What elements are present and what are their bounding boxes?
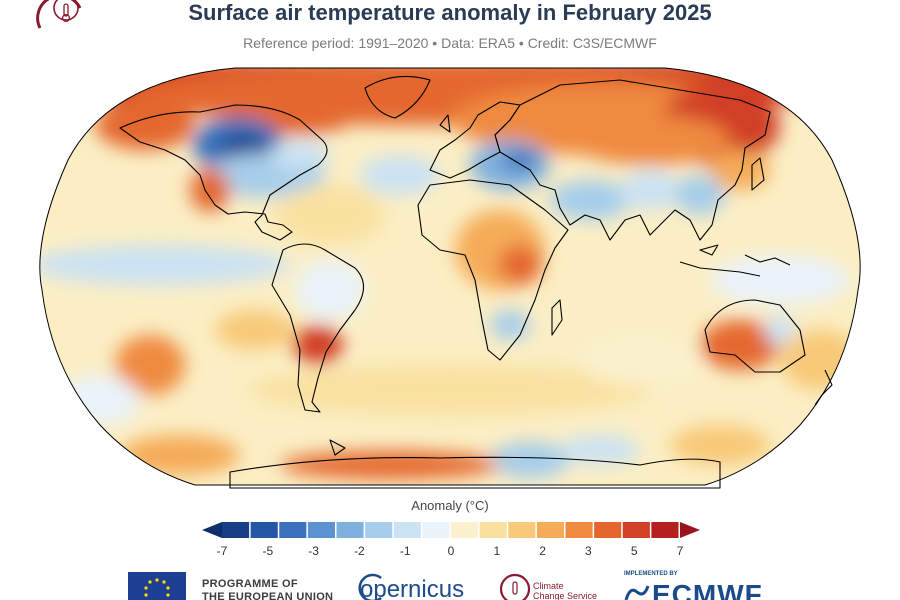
colorbar-tick-label: -2	[354, 544, 365, 558]
colorbar-segment	[622, 522, 650, 538]
c3s-logo-icon	[499, 573, 531, 600]
colorbar-tick-label: -1	[400, 544, 411, 558]
colorbar-tick-label: 3	[585, 544, 592, 558]
colorbar-tick-label: 0	[448, 544, 455, 558]
ecmwf-logo-icon	[624, 585, 650, 600]
colorbar-tick-label: 1	[493, 544, 500, 558]
colorbar-title: Anomaly (°C)	[411, 498, 489, 513]
colorbar-segment	[336, 522, 364, 538]
footer-logos: PROGRAMME OF THE EUROPEAN UNION opernicu…	[0, 566, 900, 600]
colorbar-segment	[393, 522, 421, 538]
colorbar-segment	[250, 522, 278, 538]
thermometer-icon	[36, 0, 82, 29]
colorbar-segment	[451, 522, 479, 538]
colorbar-segment	[508, 522, 536, 538]
ecmwf-logo-text: ECMWF	[652, 579, 763, 600]
colorbar-segment	[279, 522, 307, 538]
eu-flag-icon	[128, 572, 186, 600]
colorbar-segment	[536, 522, 564, 538]
colorbar-tick-label: 7	[677, 544, 684, 558]
eu-line-2: THE EUROPEAN UNION	[202, 591, 334, 600]
colorbar-tick-label: -7	[217, 544, 228, 558]
colorbar-tick-label: 2	[539, 544, 546, 558]
colorbar-segment	[565, 522, 593, 538]
colorbar-right-arrow	[680, 522, 700, 538]
colorbar-segment	[594, 522, 622, 538]
coastlines	[119, 75, 833, 489]
implemented-by-label: IMPLEMENTED BY	[624, 571, 678, 577]
copernicus-logo-text: opernicus	[360, 576, 465, 600]
colorbar-left-arrow	[202, 522, 222, 538]
colorbar-tick-label: 5	[631, 544, 638, 558]
colorbar-segment	[651, 522, 679, 538]
eu-programme-label: PROGRAMME OF THE EUROPEAN UNION	[202, 578, 333, 600]
c3s-line-1: Climate	[533, 581, 564, 591]
colorbar-tick-label: -5	[262, 544, 273, 558]
page-title: Surface air temperature anomaly in Febru…	[188, 0, 712, 25]
colorbar-segment	[365, 522, 393, 538]
c3s-logo-text: Climate Change Service	[533, 581, 597, 600]
world-anomaly-map	[39, 67, 861, 489]
eu-line-1: PROGRAMME OF	[202, 578, 298, 590]
colorbar-segment	[422, 522, 450, 538]
colorbar-segment	[479, 522, 507, 538]
page-subtitle: Reference period: 1991–2020 • Data: ERA5…	[243, 35, 657, 51]
colorbar: -7 -5 -3 -2 -1 0 1 2 3 5 7	[202, 522, 700, 558]
colorbar-segment	[222, 522, 250, 538]
copernicus-logo-icon	[358, 573, 382, 600]
c3s-line-2: Change Service	[533, 591, 598, 600]
globe-outline	[39, 67, 861, 486]
colorbar-tick-label: -3	[308, 544, 319, 558]
colorbar-segment	[307, 522, 335, 538]
